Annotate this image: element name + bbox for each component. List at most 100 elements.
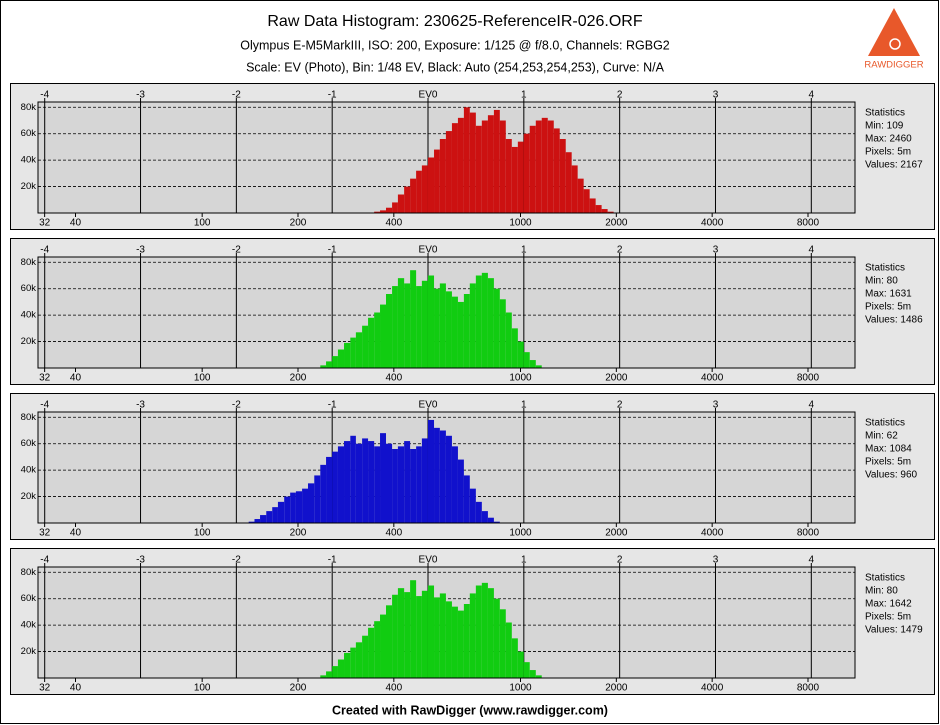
histogram-bar <box>493 598 500 678</box>
plot-border <box>37 256 856 369</box>
x-tick-label: 2000 <box>605 528 628 539</box>
ev-tick-label: -3 <box>136 555 145 566</box>
histogram-bar <box>481 120 488 213</box>
histogram-bar <box>523 352 530 368</box>
ev-tick-label: 1 <box>521 245 527 256</box>
histogram-bar <box>541 117 548 213</box>
x-tick-label: 8000 <box>797 683 820 694</box>
histogram-bar <box>260 515 267 523</box>
ev-tick-label: -2 <box>232 400 241 411</box>
histogram-bar <box>421 280 428 368</box>
x-tick-label: 100 <box>194 218 211 229</box>
y-tick-label: 40k <box>21 620 37 631</box>
histogram-bar <box>595 205 602 213</box>
histogram-bar <box>511 146 518 213</box>
histogram-bar <box>295 491 303 523</box>
histogram-bar <box>481 272 488 368</box>
ev-tick-label: 4 <box>809 400 815 411</box>
x-tick-label: 8000 <box>797 373 820 384</box>
histogram-bar <box>457 610 464 678</box>
histogram-bar <box>410 449 417 523</box>
histogram-bar <box>469 488 476 523</box>
ev-tick-label: 4 <box>809 555 815 566</box>
stat-text: Statistics <box>865 263 905 274</box>
ev-tick-label: 4 <box>809 245 815 256</box>
histogram-bar <box>601 209 608 213</box>
histogram-bar <box>277 501 285 523</box>
histogram-bar <box>505 139 512 213</box>
histogram-bar <box>392 202 398 213</box>
histogram-bar <box>547 120 554 213</box>
histogram-bar <box>427 157 435 213</box>
histogram-bar <box>421 438 428 523</box>
histogram-bar <box>248 521 255 523</box>
histogram-bar <box>493 288 500 368</box>
ev-tick-label: 3 <box>713 555 719 566</box>
histogram-bar <box>374 621 381 678</box>
histogram-bar <box>410 270 417 368</box>
ev-tick-label: EV0 <box>419 400 438 411</box>
histogram-bar <box>404 283 411 368</box>
histogram-bar <box>517 651 524 678</box>
ev-tick-label: -1 <box>328 245 337 256</box>
y-tick-label: 20k <box>21 336 37 347</box>
histogram-bar <box>350 337 356 368</box>
histogram-bar <box>493 109 500 213</box>
histogram-bar <box>368 317 375 368</box>
histogram-bar <box>332 451 338 523</box>
x-tick-label: 40 <box>70 218 82 229</box>
x-tick-label: 1000 <box>509 373 532 384</box>
stat-text: Max: 1084 <box>865 444 912 455</box>
histogram-bar <box>374 446 381 523</box>
histogram-bar <box>397 588 405 678</box>
x-tick-label: 2000 <box>605 218 628 229</box>
histogram-bar <box>404 592 411 678</box>
histogram-bar <box>392 449 398 523</box>
histogram-bar <box>469 283 476 368</box>
logo-glyph <box>889 38 901 50</box>
histogram-bar <box>439 283 446 368</box>
histogram-bar <box>380 433 387 523</box>
histogram-bar <box>386 443 393 523</box>
ev-tick-label: -4 <box>40 555 49 566</box>
histogram-bar <box>481 511 488 523</box>
histogram-bar <box>475 585 482 678</box>
y-tick-label: 40k <box>21 310 37 321</box>
histogram-bar <box>475 125 482 213</box>
stat-text: Values: 960 <box>865 470 918 481</box>
histogram-bar <box>535 675 542 678</box>
ev-tick-label: EV0 <box>419 245 438 256</box>
ev-tick-label: 2 <box>617 400 623 411</box>
histogram-bar <box>493 521 500 523</box>
histogram-bar <box>535 365 542 368</box>
histogram-bar <box>559 139 566 213</box>
stat-text: Pixels: 5m <box>865 302 911 313</box>
footer: Created with RawDigger (www.rawdigger.co… <box>332 703 608 717</box>
histogram-bar <box>475 275 482 368</box>
x-tick-label: 2000 <box>605 683 628 694</box>
x-tick-label: 100 <box>194 683 211 694</box>
histogram-bar <box>529 360 536 368</box>
histogram-bar <box>416 170 422 213</box>
ev-tick-label: 3 <box>713 245 719 256</box>
stat-text: Statistics <box>865 573 905 584</box>
x-tick-label: 32 <box>39 683 51 694</box>
histogram-bar <box>416 596 422 678</box>
histogram-bar <box>427 419 435 523</box>
x-tick-label: 2000 <box>605 373 628 384</box>
histogram-bar <box>410 178 417 213</box>
histogram-bar <box>386 294 393 368</box>
histogram-bar <box>487 517 494 523</box>
x-tick-label: 32 <box>39 373 51 384</box>
ev-tick-label: -3 <box>136 245 145 256</box>
x-tick-label: 40 <box>70 528 82 539</box>
histogram-bar <box>272 507 278 523</box>
ev-tick-label: -2 <box>232 555 241 566</box>
x-tick-label: 8000 <box>797 528 820 539</box>
stat-text: Values: 2167 <box>865 160 923 171</box>
histogram-bar <box>266 511 273 523</box>
histogram-bar <box>368 627 375 678</box>
ev-tick-label: -4 <box>40 400 49 411</box>
histogram-bar <box>392 286 398 368</box>
histogram-bar <box>337 659 345 678</box>
